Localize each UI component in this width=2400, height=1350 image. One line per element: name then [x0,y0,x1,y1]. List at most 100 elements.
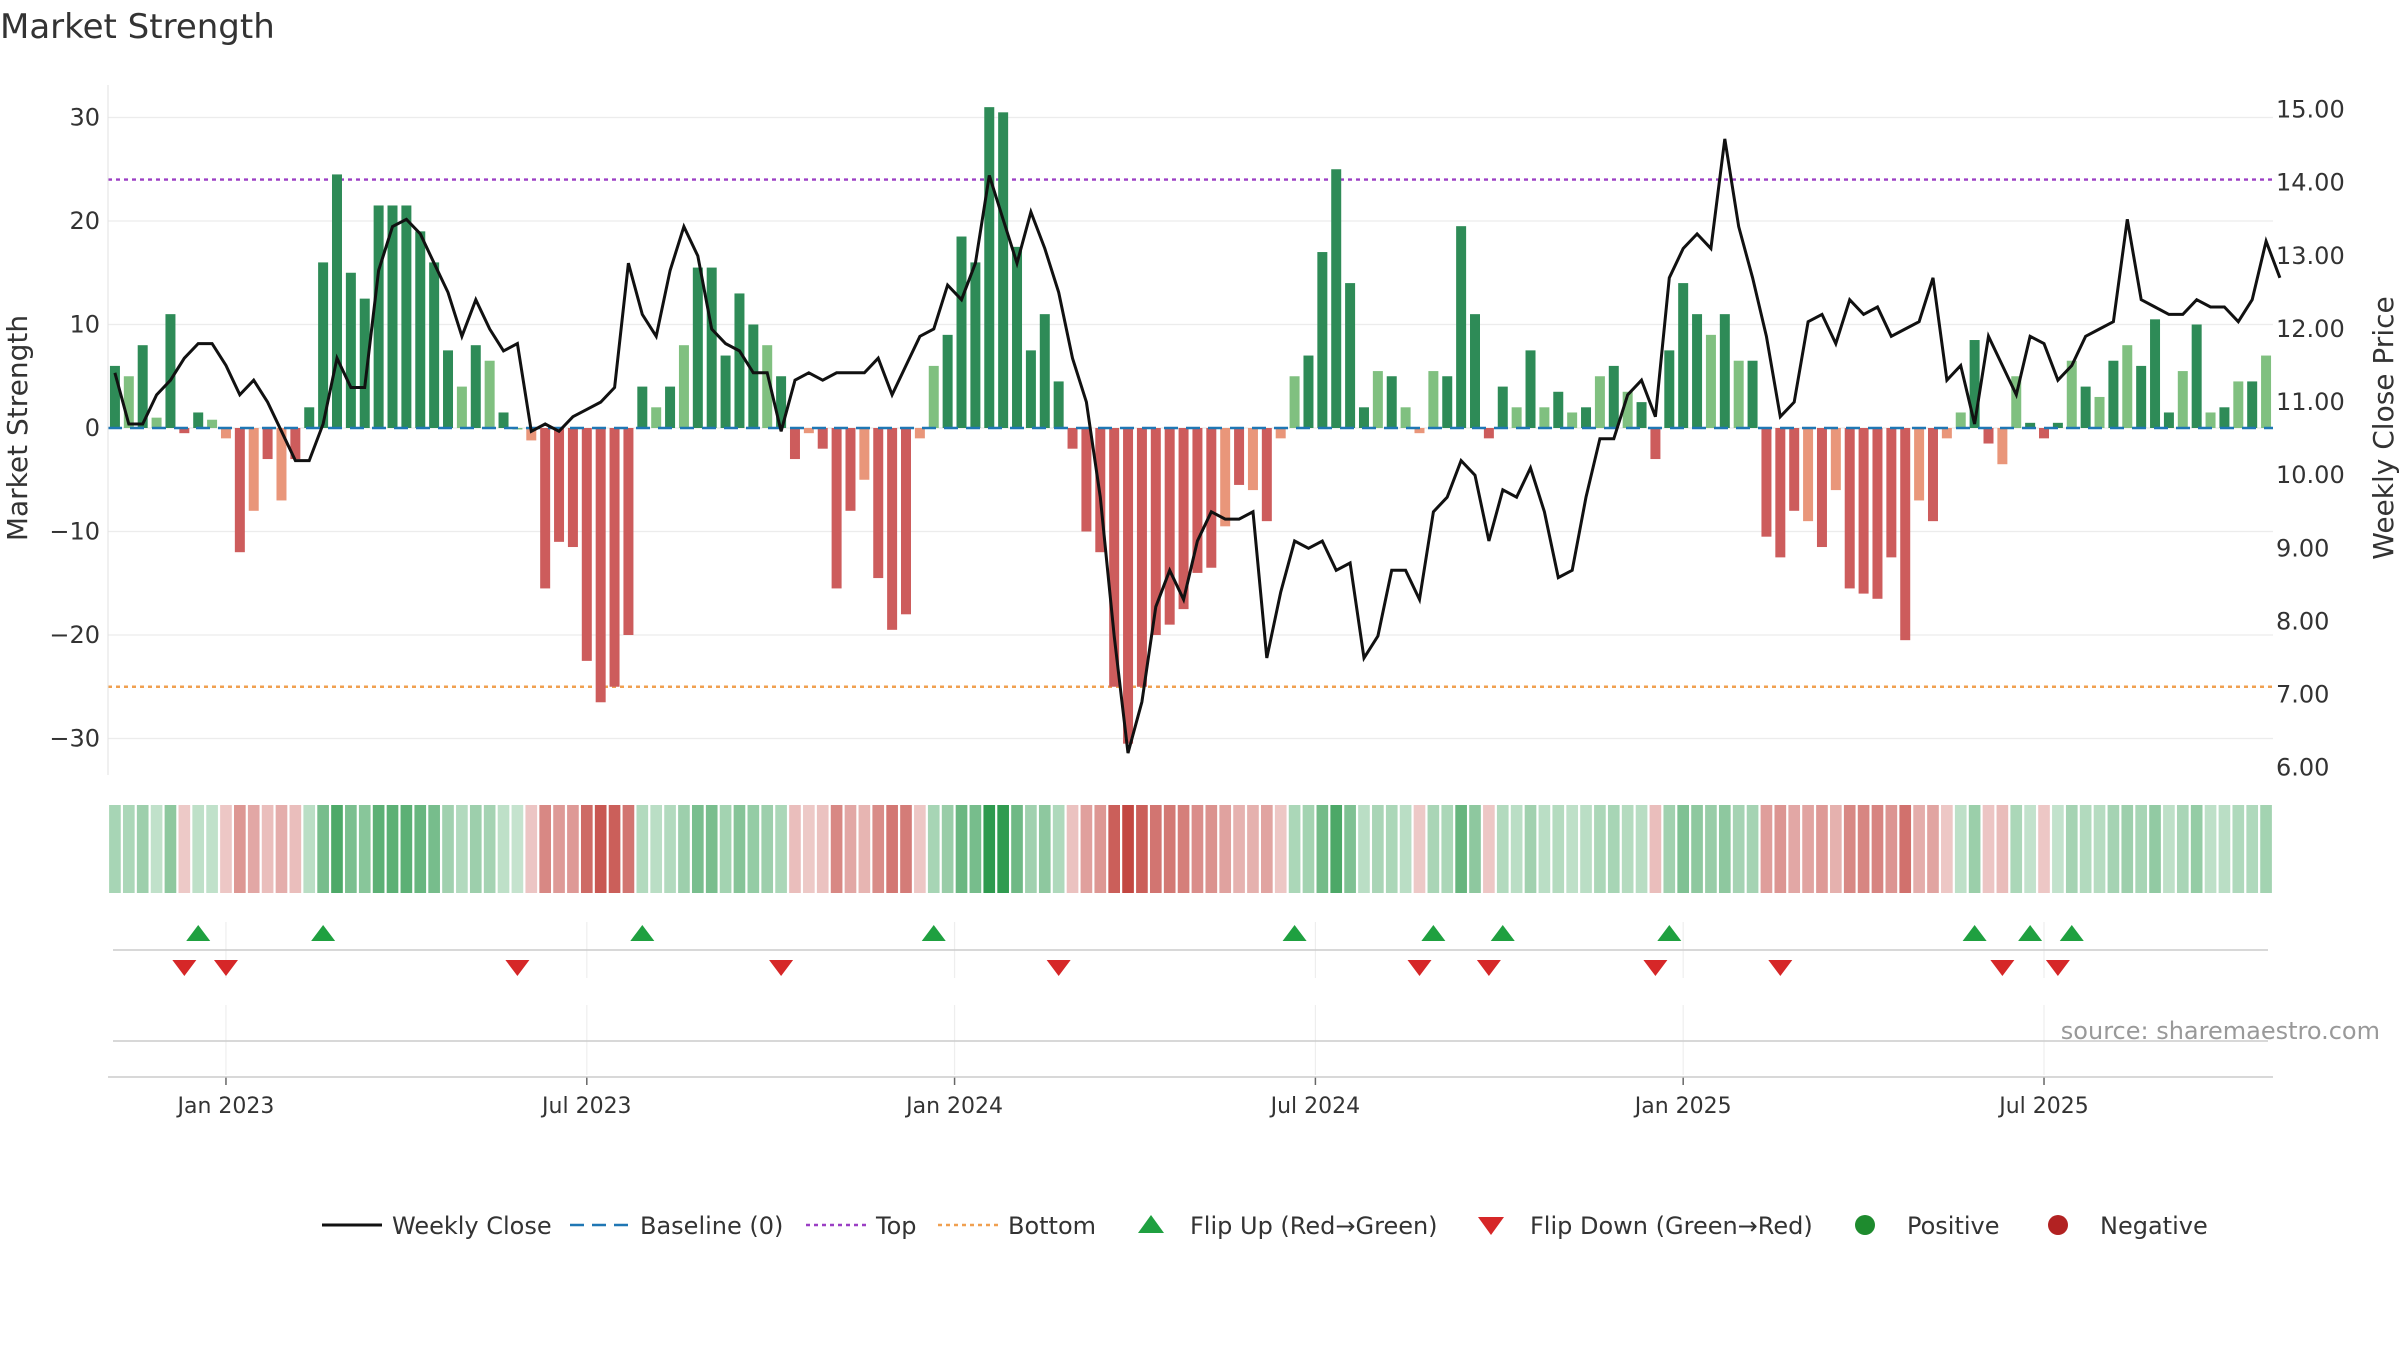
legend-circle [1855,1215,1875,1235]
flip-up-marker [311,925,336,941]
heat-cell [2232,805,2245,893]
strength-bar [817,428,828,449]
flip-up-marker [1421,925,1446,941]
strength-bar [1456,226,1467,428]
heat-cell [442,805,454,893]
heat-cell [1094,805,1107,893]
heat-cell [1052,805,1065,893]
heat-cell [2093,805,2106,893]
strength-bar [1053,381,1064,428]
right-tick-label: 9.00 [2276,534,2329,562]
strength-bar [678,345,689,428]
heat-cell [1830,805,1842,893]
heat-cell [2121,805,2134,893]
legend-item: Negative [2048,1212,2208,1240]
strength-bar [262,428,273,460]
heat-cell [456,805,468,893]
heat-cell [2065,805,2078,893]
strength-bar [234,428,245,553]
heat-cell [2163,805,2175,893]
strength-bar [2205,412,2216,428]
strength-bar [220,428,231,439]
heat-cell [2107,805,2120,893]
heat-cell [872,805,885,893]
heat-cell [844,805,857,893]
strength-bar [2108,360,2119,428]
flip-down-marker [213,960,238,976]
x-tick-label: Jan 2023 [176,1094,275,1119]
heat-cell [1524,805,1537,893]
right-tick-label: 14.00 [2276,169,2345,197]
flip-up-marker [186,925,211,941]
heat-cell [136,805,149,893]
heat-cell [1038,805,1051,893]
heat-cell [691,805,704,893]
right-tick-label: 15.00 [2276,96,2345,124]
heat-cell [497,805,510,893]
heat-cell [483,805,496,893]
heat-cell [1372,805,1384,893]
strength-bar [2150,319,2161,428]
heat-cell [414,805,427,893]
strength-bar [2066,360,2077,428]
heat-cell [1066,805,1079,893]
flip-down-marker [172,960,197,976]
heat-cell [1816,805,1828,893]
heat-cell [1788,805,1801,893]
heat-cell [400,805,413,893]
strength-bar [1261,428,1272,522]
heat-cell [1496,805,1509,893]
strength-bar [1331,169,1342,428]
heat-cell [178,805,191,893]
strength-bar [2191,324,2202,428]
legend-item: Top [806,1212,917,1240]
strength-bar [1123,428,1134,744]
main-panel: 30 20 10 0 −10 −20 −30 15.00 14.00 13.00 12.00 11.… [1,85,2400,782]
heat-cell [1885,805,1898,893]
strength-bar [1858,428,1869,594]
strength-bar [859,428,870,480]
left-tick-label: 30 [69,104,100,132]
strength-bar [415,231,426,428]
right-tick-label: 11.00 [2276,388,2345,416]
heat-cell [1233,805,1245,893]
heat-cell [1108,805,1120,893]
heat-cell [275,805,288,893]
strength-bar [2039,428,2050,439]
heat-cell [539,805,551,893]
heat-cell [955,805,968,893]
heat-cell [719,805,732,893]
strength-bar [1220,428,1231,527]
x-tick-label: Jul 2025 [1997,1094,2089,1119]
heat-cell [525,805,538,893]
heat-cell [1732,805,1745,893]
heat-cell [1677,805,1690,893]
heat-cell [303,805,316,893]
strength-bar [1830,428,1841,491]
heat-cell [1941,805,1953,893]
strength-bar [498,412,509,428]
heat-cell [1469,805,1481,893]
strength-bar [387,205,398,428]
strength-bar [179,428,190,434]
strength-bar [1164,428,1175,625]
heat-cell [775,805,787,893]
strength-bar [1358,407,1369,428]
heat-cell [1746,805,1759,893]
heat-cell [1566,805,1578,893]
strength-bar [401,205,412,428]
heat-cell [1163,805,1176,893]
heat-cell [594,805,607,893]
left-tick-label: −20 [49,621,100,649]
heat-cell [747,805,760,893]
heat-cell [1899,805,1912,893]
legend-item: Baseline (0) [570,1212,783,1240]
heat-cell [622,805,635,893]
heat-cell [1247,805,1259,893]
strength-bar [1747,360,1758,428]
heat-cell [1399,805,1412,893]
left-axis: 30 20 10 0 −10 −20 −30 [49,85,109,775]
legend-label: Flip Down (Green→Red) [1530,1212,1813,1240]
left-tick-label: 10 [69,311,100,339]
heat-cell [816,805,829,893]
